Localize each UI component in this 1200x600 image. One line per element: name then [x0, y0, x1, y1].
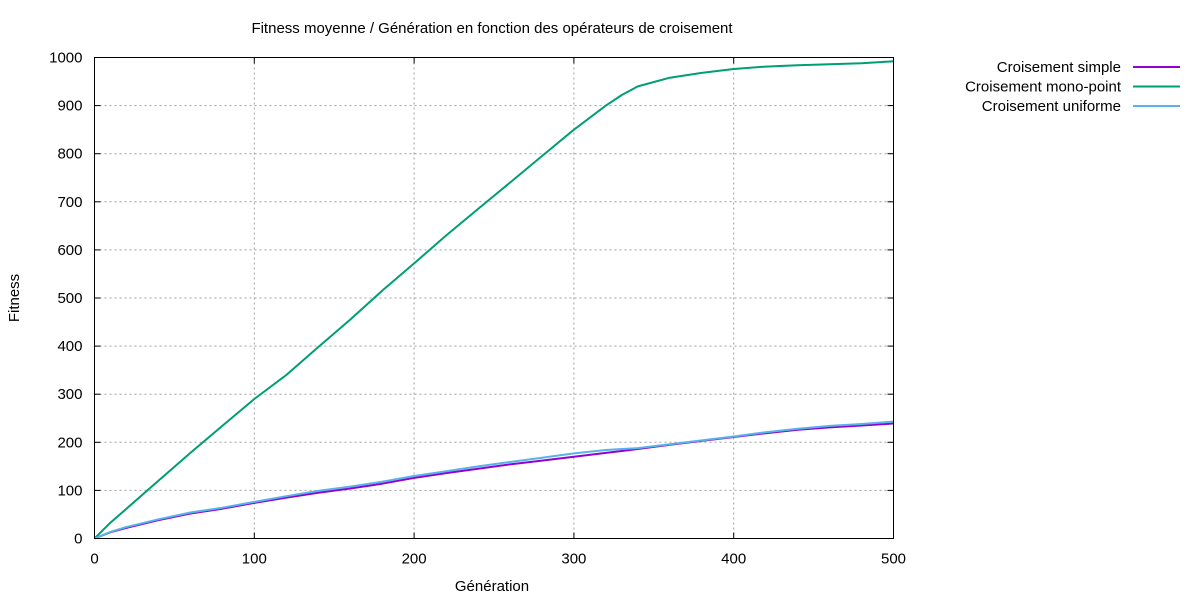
series-line-3	[94, 420, 894, 540]
grid	[94, 57, 894, 539]
y-axis-title: Fitness	[6, 274, 23, 322]
legend-label: Croisement uniforme	[982, 98, 1121, 115]
y-tick-label: 500	[57, 290, 82, 307]
y-tick-label: 100	[57, 482, 82, 499]
legend-label: Croisement mono-point	[965, 79, 1122, 96]
legend: Croisement simple Croisement mono-point Cr…	[965, 59, 1180, 115]
y-tick-label: 900	[57, 98, 82, 115]
y-tick-label: 1000	[49, 50, 82, 67]
y-tick-label: 400	[57, 338, 82, 355]
legend-item: Croisement uniforme	[982, 98, 1180, 115]
series-layer	[93, 60, 894, 540]
x-tick-label: 100	[242, 551, 267, 568]
y-tick-label: 200	[57, 434, 82, 451]
x-axis-title: Génération	[455, 578, 529, 595]
legend-item: Croisement mono-point	[965, 79, 1180, 96]
y-tick-label: 800	[57, 146, 82, 163]
y-tick-label: 600	[57, 242, 82, 259]
x-tick-label: 0	[90, 551, 98, 568]
x-tick-label: 500	[881, 551, 906, 568]
legend-item: Croisement simple	[997, 59, 1180, 76]
series-line-1	[94, 422, 894, 540]
series-line-2	[93, 60, 894, 540]
y-tick-label: 700	[57, 194, 82, 211]
x-tick-label: 300	[561, 551, 586, 568]
y-tick-label: 300	[57, 386, 82, 403]
x-tick-label: 400	[721, 551, 746, 568]
chart-title: Fitness moyenne / Génération en fonction…	[251, 20, 733, 37]
legend-label: Croisement simple	[997, 59, 1121, 76]
x-tick-label: 200	[402, 551, 427, 568]
y-tick-label: 0	[74, 531, 82, 548]
ticks: 0 100 200 300 400 500 600 700 800 900 1000 0 100 200 3…	[49, 50, 906, 568]
